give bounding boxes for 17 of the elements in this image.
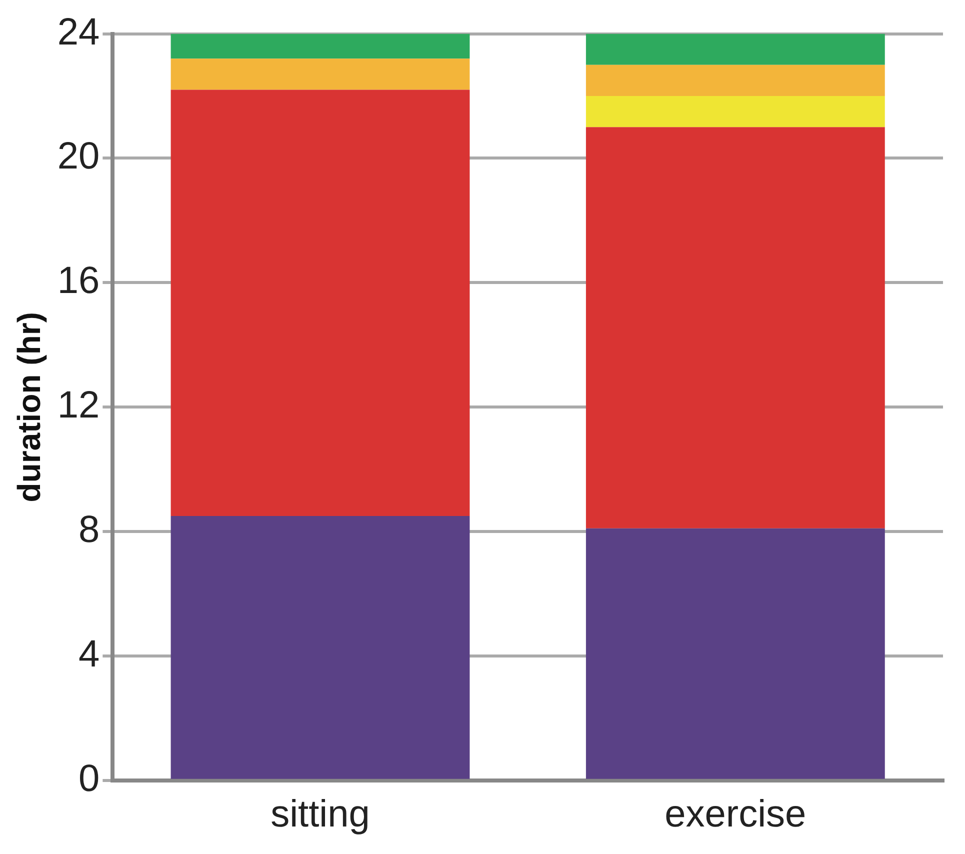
y-axis-title: duration (hr) [11,312,48,502]
y-tick-label: 4 [78,633,100,676]
y-tick-label: 24 [57,11,100,54]
y-tick-label: 8 [78,509,100,552]
y-tick-label: 0 [78,758,100,800]
x-tick-label: sitting [270,794,370,836]
bar [170,90,470,516]
bar [586,96,885,128]
bar [586,34,885,65]
y-tick-label: 16 [57,260,100,302]
bar [170,58,470,90]
bar [586,127,885,528]
y-tick-label: 12 [57,384,100,427]
bar [170,34,470,59]
bar [586,64,885,96]
x-tick-label: exercise [664,794,806,836]
y-tick-label: 20 [57,136,100,178]
